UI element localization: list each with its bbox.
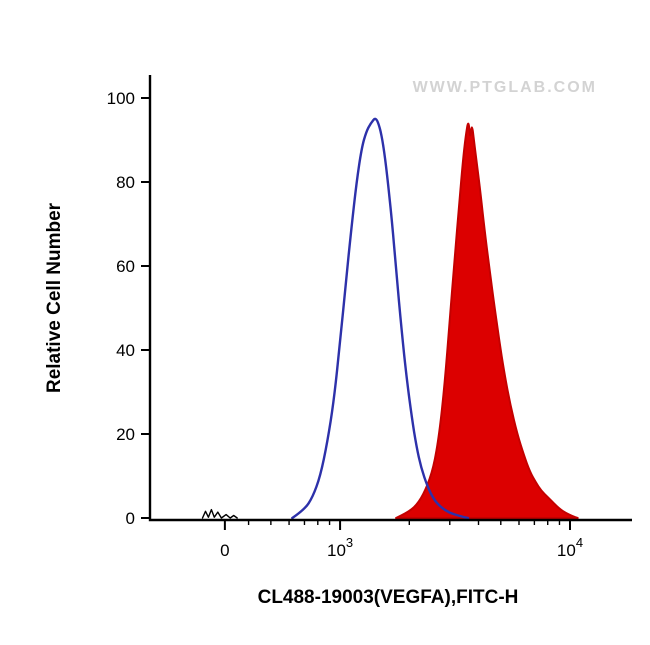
y-tick-label: 0: [126, 509, 135, 528]
y-tick-label: 100: [107, 89, 135, 108]
y-tick-label: 80: [116, 173, 135, 192]
x-tick-label: 103: [327, 535, 353, 560]
axis-lines: [148, 75, 632, 522]
x-axis-title: CL488-19003(VEGFA),FITC-H: [258, 587, 519, 608]
y-tick-label: 40: [116, 341, 135, 360]
x-tick-label: 0: [220, 541, 229, 560]
curve-control-open-peak: [291, 117, 470, 520]
curve-near-zero-events: [201, 508, 238, 519]
curve-vegfa-stained-filled-peak: [395, 122, 579, 519]
y-tick-label: 60: [116, 257, 135, 276]
y-tick-label: 20: [116, 425, 135, 444]
x-tick-label: 104: [557, 535, 583, 560]
ptglab-watermark: WWW.PTGLAB.COM: [413, 79, 597, 96]
axes-layer: 0 20 40 60 80 100 0 103 104: [107, 75, 632, 560]
y-axis-title: Relative Cell Number: [44, 202, 65, 393]
series-layer: [201, 117, 579, 520]
